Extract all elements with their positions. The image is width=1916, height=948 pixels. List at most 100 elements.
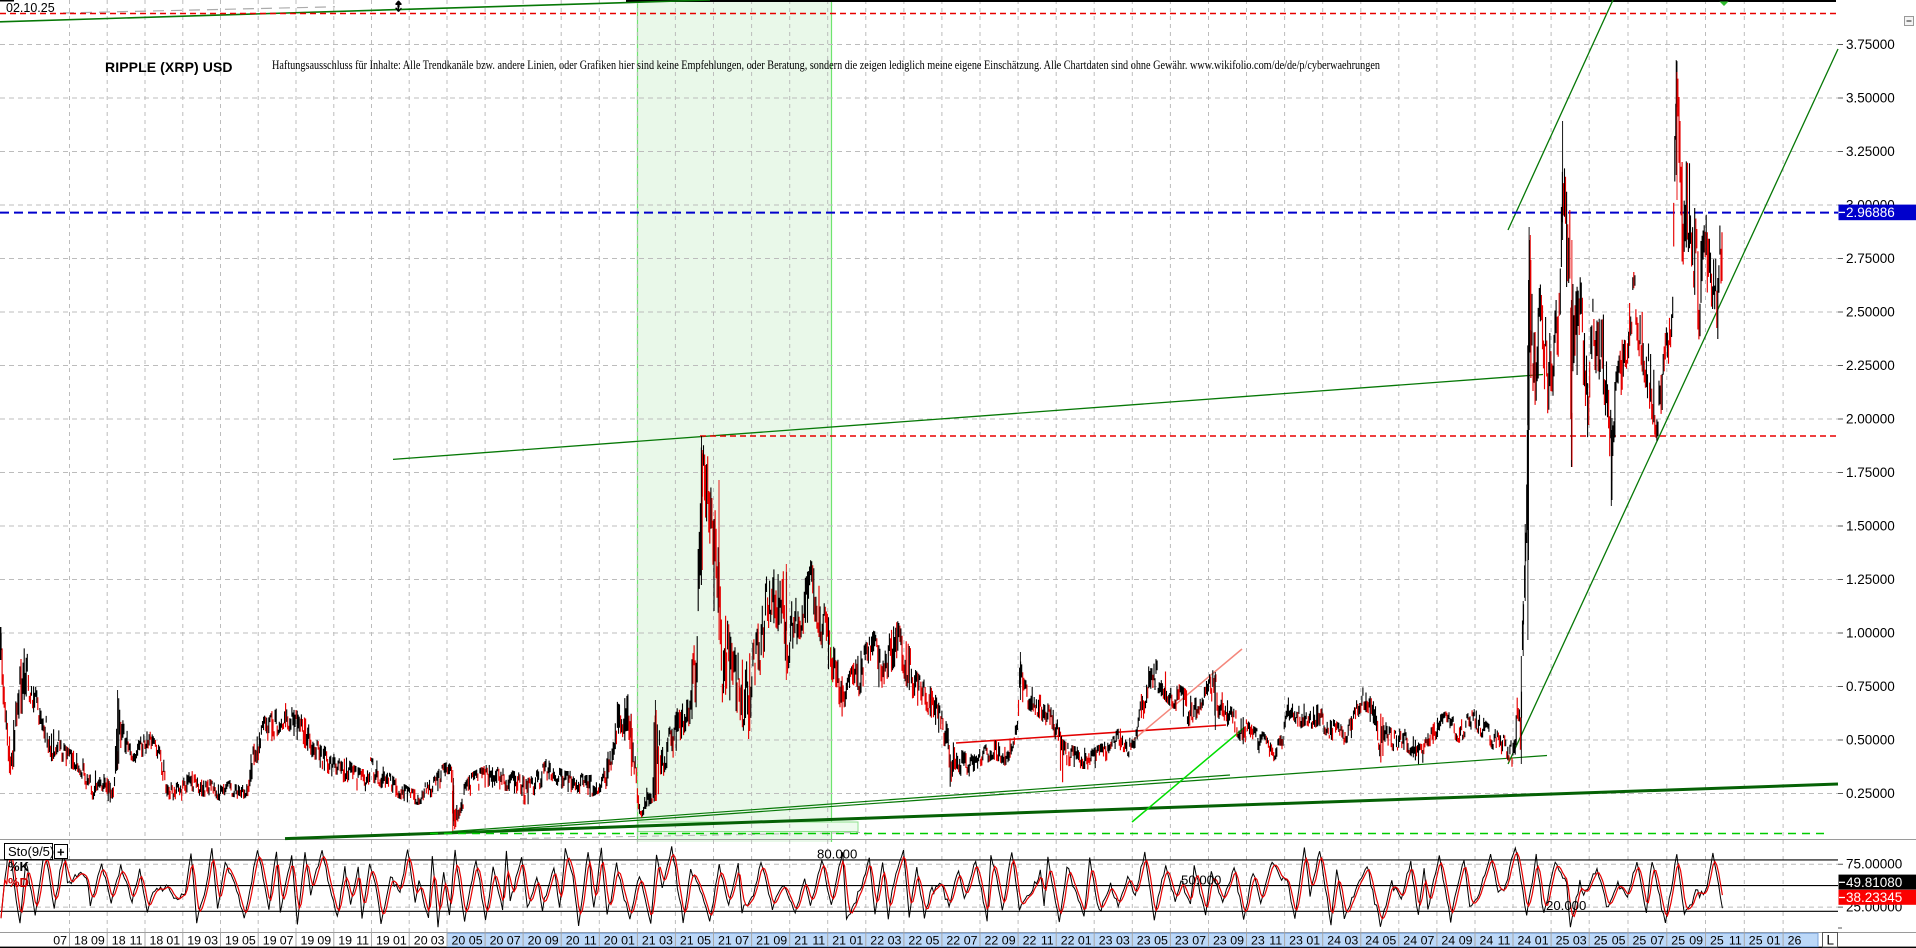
svg-text:23: 23 xyxy=(1251,933,1265,947)
svg-text:19: 19 xyxy=(338,933,352,947)
svg-text:20: 20 xyxy=(490,933,504,947)
svg-text:2.96886: 2.96886 xyxy=(1846,205,1895,220)
svg-text:01: 01 xyxy=(621,933,635,947)
svg-text:01: 01 xyxy=(850,933,864,947)
svg-text:01: 01 xyxy=(1767,933,1781,947)
svg-text:07: 07 xyxy=(964,933,978,947)
svg-text:07: 07 xyxy=(507,933,521,947)
svg-text:03: 03 xyxy=(1573,933,1587,947)
svg-text:07: 07 xyxy=(735,933,749,947)
svg-text:09: 09 xyxy=(773,933,787,947)
svg-text:09: 09 xyxy=(1459,933,1473,947)
svg-text:05: 05 xyxy=(1154,933,1168,947)
svg-text:11: 11 xyxy=(356,933,369,947)
svg-text:05: 05 xyxy=(1383,933,1397,947)
svg-text:09: 09 xyxy=(1002,933,1016,947)
svg-text:26: 26 xyxy=(1788,933,1802,947)
svg-text:02.10.25: 02.10.25 xyxy=(6,1,55,15)
svg-text:L: L xyxy=(1827,933,1835,948)
svg-text:25: 25 xyxy=(1594,933,1608,947)
svg-text:3.25000: 3.25000 xyxy=(1846,144,1895,159)
svg-text:21: 21 xyxy=(718,933,732,947)
svg-text:21: 21 xyxy=(642,933,656,947)
svg-text:03: 03 xyxy=(1116,933,1130,947)
svg-text:05: 05 xyxy=(926,933,940,947)
svg-text:01: 01 xyxy=(393,933,407,947)
svg-text:24: 24 xyxy=(1441,933,1455,947)
svg-text:24: 24 xyxy=(1327,933,1341,947)
svg-text:21: 21 xyxy=(832,933,846,947)
svg-text:1.00000: 1.00000 xyxy=(1846,626,1895,641)
svg-text:07: 07 xyxy=(1651,933,1665,947)
svg-text:22: 22 xyxy=(946,933,960,947)
svg-text:03: 03 xyxy=(1345,933,1359,947)
svg-text:01: 01 xyxy=(1306,933,1320,947)
svg-text:09: 09 xyxy=(317,933,331,947)
svg-text:0.50000: 0.50000 xyxy=(1846,733,1895,748)
svg-text:19: 19 xyxy=(187,933,201,947)
svg-text:+: + xyxy=(57,845,65,860)
svg-text:2.25000: 2.25000 xyxy=(1846,358,1895,373)
svg-text:07: 07 xyxy=(1421,933,1435,947)
svg-text:23: 23 xyxy=(1213,933,1227,947)
svg-text:09: 09 xyxy=(91,933,105,947)
svg-text:11: 11 xyxy=(584,933,597,947)
svg-text:%D: %D xyxy=(8,875,29,890)
svg-text:20: 20 xyxy=(414,933,428,947)
svg-text:22: 22 xyxy=(1023,933,1037,947)
svg-text:Sto(9/5): Sto(9/5) xyxy=(8,844,54,859)
svg-text:49.81080: 49.81080 xyxy=(1846,875,1902,890)
svg-text:75.00000: 75.00000 xyxy=(1846,857,1902,872)
svg-text:18: 18 xyxy=(112,933,126,947)
svg-text:22: 22 xyxy=(908,933,922,947)
svg-text:20: 20 xyxy=(452,933,466,947)
svg-text:09: 09 xyxy=(545,933,559,947)
svg-text:11: 11 xyxy=(812,933,825,947)
svg-text:3.75000: 3.75000 xyxy=(1846,37,1895,52)
svg-text:11: 11 xyxy=(1729,933,1742,947)
svg-text:24: 24 xyxy=(1403,933,1417,947)
svg-text:25: 25 xyxy=(1633,933,1647,947)
svg-text:80.000: 80.000 xyxy=(817,846,857,861)
svg-text:03: 03 xyxy=(888,933,902,947)
svg-text:11: 11 xyxy=(1041,933,1054,947)
svg-text:07: 07 xyxy=(280,933,294,947)
svg-text:03: 03 xyxy=(431,933,445,947)
svg-text:20: 20 xyxy=(604,933,618,947)
svg-text:2.75000: 2.75000 xyxy=(1846,251,1895,266)
svg-text:22: 22 xyxy=(985,933,999,947)
svg-text:23: 23 xyxy=(1099,933,1113,947)
svg-text:25: 25 xyxy=(1671,933,1685,947)
svg-text:05: 05 xyxy=(242,933,256,947)
svg-text:09: 09 xyxy=(1689,933,1703,947)
svg-text:22: 22 xyxy=(870,933,884,947)
svg-text:24: 24 xyxy=(1480,933,1494,947)
svg-text:05: 05 xyxy=(1612,933,1626,947)
svg-text:11: 11 xyxy=(1269,933,1282,947)
svg-text:01: 01 xyxy=(166,933,180,947)
svg-text:18: 18 xyxy=(150,933,164,947)
svg-text:23: 23 xyxy=(1175,933,1189,947)
svg-text:01: 01 xyxy=(1078,933,1092,947)
svg-text:23: 23 xyxy=(1137,933,1151,947)
svg-text:22: 22 xyxy=(1061,933,1075,947)
svg-text:11: 11 xyxy=(1498,933,1511,947)
svg-text:21: 21 xyxy=(794,933,808,947)
svg-text:19: 19 xyxy=(225,933,239,947)
svg-text:05: 05 xyxy=(697,933,711,947)
svg-text:24: 24 xyxy=(1518,933,1532,947)
svg-text:1.50000: 1.50000 xyxy=(1846,519,1895,534)
svg-text:09: 09 xyxy=(1230,933,1244,947)
svg-text:25: 25 xyxy=(1556,933,1570,947)
svg-text:50.000: 50.000 xyxy=(1181,872,1221,887)
svg-text:11: 11 xyxy=(130,933,143,947)
svg-text:25: 25 xyxy=(1749,933,1763,947)
svg-text:05: 05 xyxy=(469,933,483,947)
svg-text:20.000: 20.000 xyxy=(1546,898,1586,913)
svg-text:20: 20 xyxy=(528,933,542,947)
svg-text:1.75000: 1.75000 xyxy=(1846,465,1895,480)
svg-text:19: 19 xyxy=(301,933,315,947)
svg-text:38.23345: 38.23345 xyxy=(1846,890,1902,905)
svg-text:19: 19 xyxy=(376,933,390,947)
svg-text:0.25000: 0.25000 xyxy=(1846,786,1895,801)
